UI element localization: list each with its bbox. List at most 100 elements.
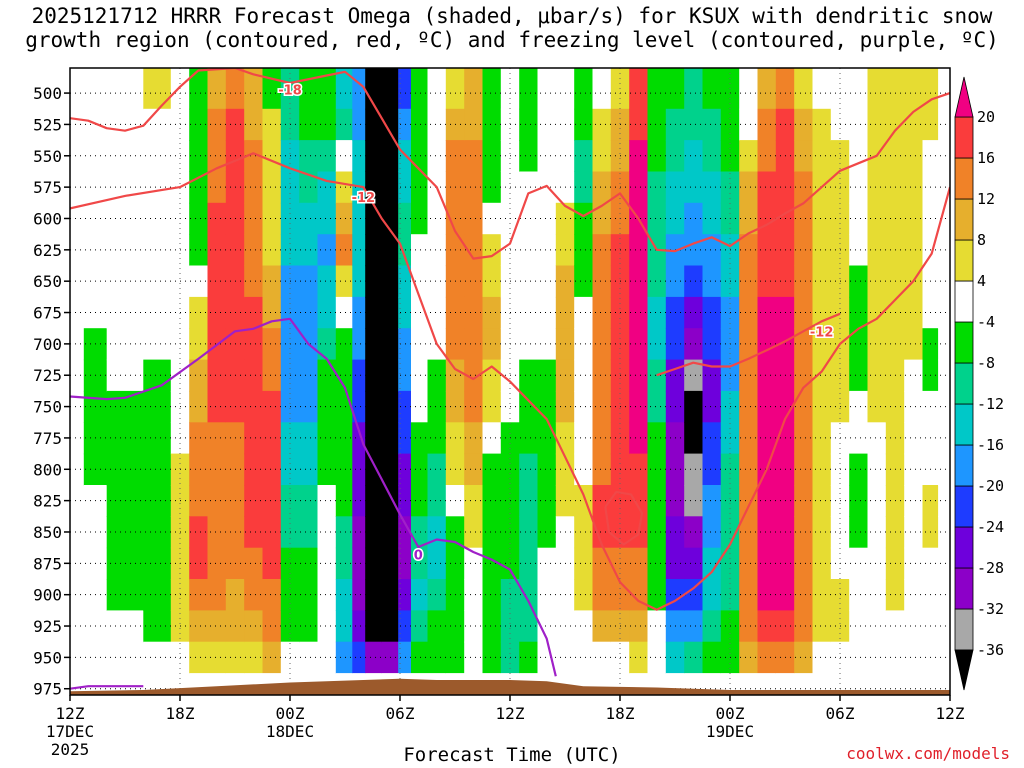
y-tick-label: 675 (33, 304, 62, 323)
dgz-minus18 (70, 68, 950, 260)
omega-cell (189, 296, 209, 329)
omega-cell (812, 579, 832, 611)
omega-cell (812, 108, 832, 141)
omega-cell (938, 673, 950, 695)
omega-cell (537, 265, 557, 298)
omega-cell (299, 579, 319, 611)
omega-cell (207, 265, 227, 298)
omega-cell (381, 68, 399, 110)
omega-cell (757, 390, 777, 423)
omega-cell (537, 234, 557, 267)
omega-cell (592, 516, 612, 549)
omega-cell (519, 68, 539, 110)
omega-cell (411, 453, 429, 486)
omega-cell (335, 610, 353, 643)
omega-cell (317, 579, 337, 611)
omega-cell (519, 202, 539, 235)
omega-cell (702, 547, 722, 580)
omega-cell (207, 234, 227, 267)
dgz-minus12-upper-label: -12 (352, 191, 376, 206)
omega-cell (70, 140, 85, 172)
omega-cell (482, 234, 502, 267)
omega-cell (739, 296, 759, 329)
omega-cell (739, 485, 759, 517)
omega-shading (70, 68, 950, 695)
omega-cell (519, 108, 539, 141)
y-tick-label: 725 (33, 366, 62, 385)
omega-cell (365, 234, 383, 267)
dgz-minus12-upper (70, 152, 950, 611)
omega-cell (647, 485, 667, 517)
omega-cell (464, 422, 484, 455)
omega-cell (739, 108, 759, 141)
omega-cell (647, 641, 667, 674)
y-tick-label: 700 (33, 335, 62, 354)
omega-cell (794, 516, 814, 549)
omega-cell (445, 68, 465, 110)
omega-cell (70, 610, 85, 643)
omega-cell (592, 328, 612, 361)
colorbar-label: -4 (977, 313, 995, 331)
omega-cell (684, 390, 704, 423)
omega-cell (592, 171, 612, 204)
omega-cell (411, 547, 429, 580)
omega-cell (143, 140, 172, 172)
omega-cell (812, 296, 832, 329)
colorbar-label: -28 (977, 559, 1004, 577)
omega-cell (574, 234, 594, 267)
omega-cell (244, 359, 264, 392)
omega-cell (574, 610, 594, 643)
omega-cell (739, 641, 759, 674)
omega-cell (592, 390, 612, 423)
omega-cell (299, 516, 319, 549)
omega-cell (299, 547, 319, 580)
omega-cell (189, 265, 209, 298)
dgz-small-ring (604, 490, 644, 546)
omega-cell (867, 390, 887, 423)
omega-cell (904, 296, 924, 329)
omega-cell (849, 328, 869, 361)
omega-cell (482, 453, 502, 486)
omega-cell (262, 390, 282, 423)
omega-cell (482, 390, 502, 423)
omega-cell (427, 68, 447, 110)
omega-cell (574, 140, 594, 172)
omega-cell (702, 140, 722, 172)
omega-cell (702, 68, 722, 110)
omega-cell (794, 265, 814, 298)
omega-cell (189, 108, 209, 141)
omega-cell (938, 485, 950, 517)
omega-cell (189, 641, 209, 674)
omega-cell (189, 547, 209, 580)
omega-cell (335, 453, 353, 486)
omega-cell (317, 516, 337, 549)
omega-cell (299, 641, 319, 674)
omega-cell (537, 140, 557, 172)
y-tick-label: 825 (33, 492, 62, 511)
omega-cell (647, 422, 667, 455)
omega-cell (938, 234, 950, 267)
omega-cell (482, 547, 502, 580)
omega-cell (482, 68, 502, 110)
omega-cell (482, 422, 502, 455)
omega-cell (739, 265, 759, 298)
omega-cell (207, 202, 227, 235)
omega-cell (647, 296, 667, 329)
colorbar-segment (954, 608, 974, 651)
omega-cell (482, 610, 502, 643)
omega-cell (335, 485, 353, 517)
y-tick-label: 800 (33, 460, 62, 479)
omega-cell (904, 140, 924, 172)
freezing-level-upper (70, 317, 557, 677)
colorbar-label: 4 (977, 272, 986, 290)
colorbar-label: -8 (977, 354, 995, 372)
omega-cell (537, 296, 557, 329)
omega-cell (427, 422, 447, 455)
omega-cell (464, 140, 484, 172)
omega-cell (143, 328, 172, 361)
omega-cell (335, 359, 353, 392)
omega-cell (812, 673, 832, 695)
omega-cell (335, 547, 353, 580)
omega-cell (849, 453, 869, 486)
omega-cell (482, 265, 502, 298)
